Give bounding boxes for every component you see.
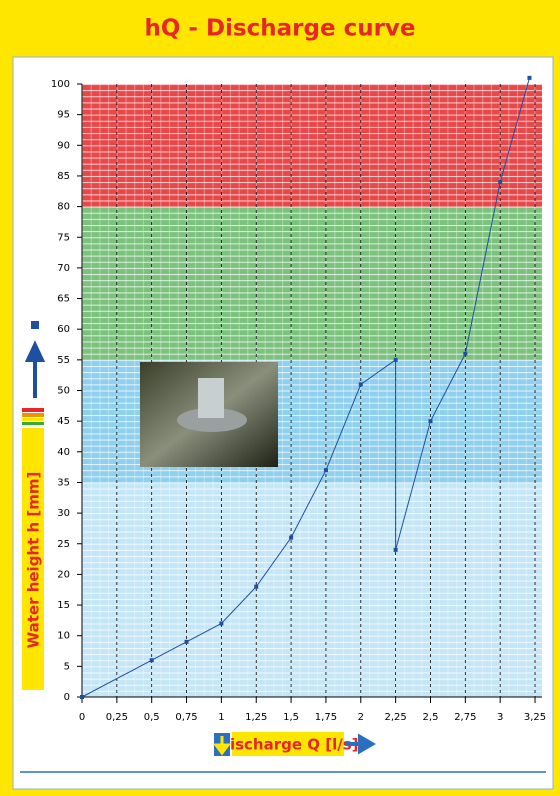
y-axis-label: Water height h [mm] bbox=[25, 472, 43, 649]
y-tick-label: 85 bbox=[57, 171, 70, 182]
legend-swatch bbox=[22, 418, 44, 421]
marker bbox=[323, 468, 328, 473]
y-tick-label: 55 bbox=[57, 355, 70, 366]
x-tick-label: 2,25 bbox=[385, 712, 407, 723]
y-tick-label: 0 bbox=[64, 692, 70, 703]
y-tick-label: 10 bbox=[57, 631, 70, 642]
x-tick-label: 2,75 bbox=[454, 712, 476, 723]
y-tick-label: 75 bbox=[57, 232, 70, 243]
chart-title: hQ - Discharge curve bbox=[144, 16, 415, 42]
x-tick-label: 1 bbox=[218, 712, 224, 723]
x-tick-label: 2 bbox=[358, 712, 364, 723]
up-arrow bbox=[24, 340, 46, 398]
y-tick-label: 40 bbox=[57, 447, 70, 458]
x-tick-label: 0,75 bbox=[175, 712, 197, 723]
legend-swatch bbox=[22, 408, 44, 412]
x-tick-label: 0 bbox=[79, 712, 85, 723]
x-tick-label: 2,5 bbox=[423, 712, 439, 723]
marker bbox=[527, 75, 532, 80]
plot: 0510152025303540455055606570758085909510… bbox=[51, 75, 546, 723]
marker bbox=[219, 621, 224, 626]
marker bbox=[184, 639, 189, 644]
legend-swatch bbox=[22, 413, 44, 417]
marker bbox=[289, 535, 294, 540]
y-label-bg bbox=[22, 428, 44, 690]
legend-swatch bbox=[22, 422, 44, 425]
x-tick-label: 1,5 bbox=[283, 712, 299, 723]
y-tick-label: 15 bbox=[57, 600, 70, 611]
y-tick-label: 90 bbox=[57, 140, 70, 151]
x-tick-label: 0,5 bbox=[144, 712, 160, 723]
marker bbox=[149, 658, 154, 663]
marker bbox=[254, 584, 259, 589]
y-tick-label: 70 bbox=[57, 263, 70, 274]
y-tick-label: 20 bbox=[57, 569, 70, 580]
x-tick-label: 3 bbox=[497, 712, 503, 723]
y-tick-label: 45 bbox=[57, 416, 70, 427]
marker bbox=[393, 547, 398, 552]
marker bbox=[428, 419, 433, 424]
x-label-bg bbox=[232, 732, 344, 756]
x-tick-label: 3,25 bbox=[524, 712, 546, 723]
marker bbox=[358, 382, 363, 387]
photo-detail bbox=[198, 378, 224, 418]
y-tick-label: 35 bbox=[57, 477, 70, 488]
x-tick-label: 1,25 bbox=[245, 712, 267, 723]
right-arrow bbox=[346, 733, 376, 755]
y-tick-label: 80 bbox=[57, 202, 70, 213]
x-tick-label: 1,75 bbox=[315, 712, 337, 723]
marker bbox=[463, 351, 468, 356]
y-tick-label: 50 bbox=[57, 386, 70, 397]
y-tick-label: 25 bbox=[57, 539, 70, 550]
down-arrow bbox=[213, 736, 231, 756]
line bbox=[81, 77, 530, 698]
marker bbox=[80, 695, 84, 699]
y-tick-label: 100 bbox=[51, 79, 70, 90]
marker bbox=[393, 357, 398, 362]
x-axis-label: Discharge Q [l/s] bbox=[218, 736, 359, 754]
y-tick-label: 30 bbox=[57, 508, 70, 519]
y-tick-label: 95 bbox=[57, 110, 70, 121]
marker-icon bbox=[31, 321, 39, 329]
y-tick-label: 65 bbox=[57, 294, 70, 305]
x-tick-label: 0,25 bbox=[106, 712, 128, 723]
photo-detail bbox=[177, 408, 247, 432]
y-tick-label: 5 bbox=[64, 661, 70, 672]
marker bbox=[498, 180, 503, 185]
y-tick-label: 60 bbox=[57, 324, 70, 335]
